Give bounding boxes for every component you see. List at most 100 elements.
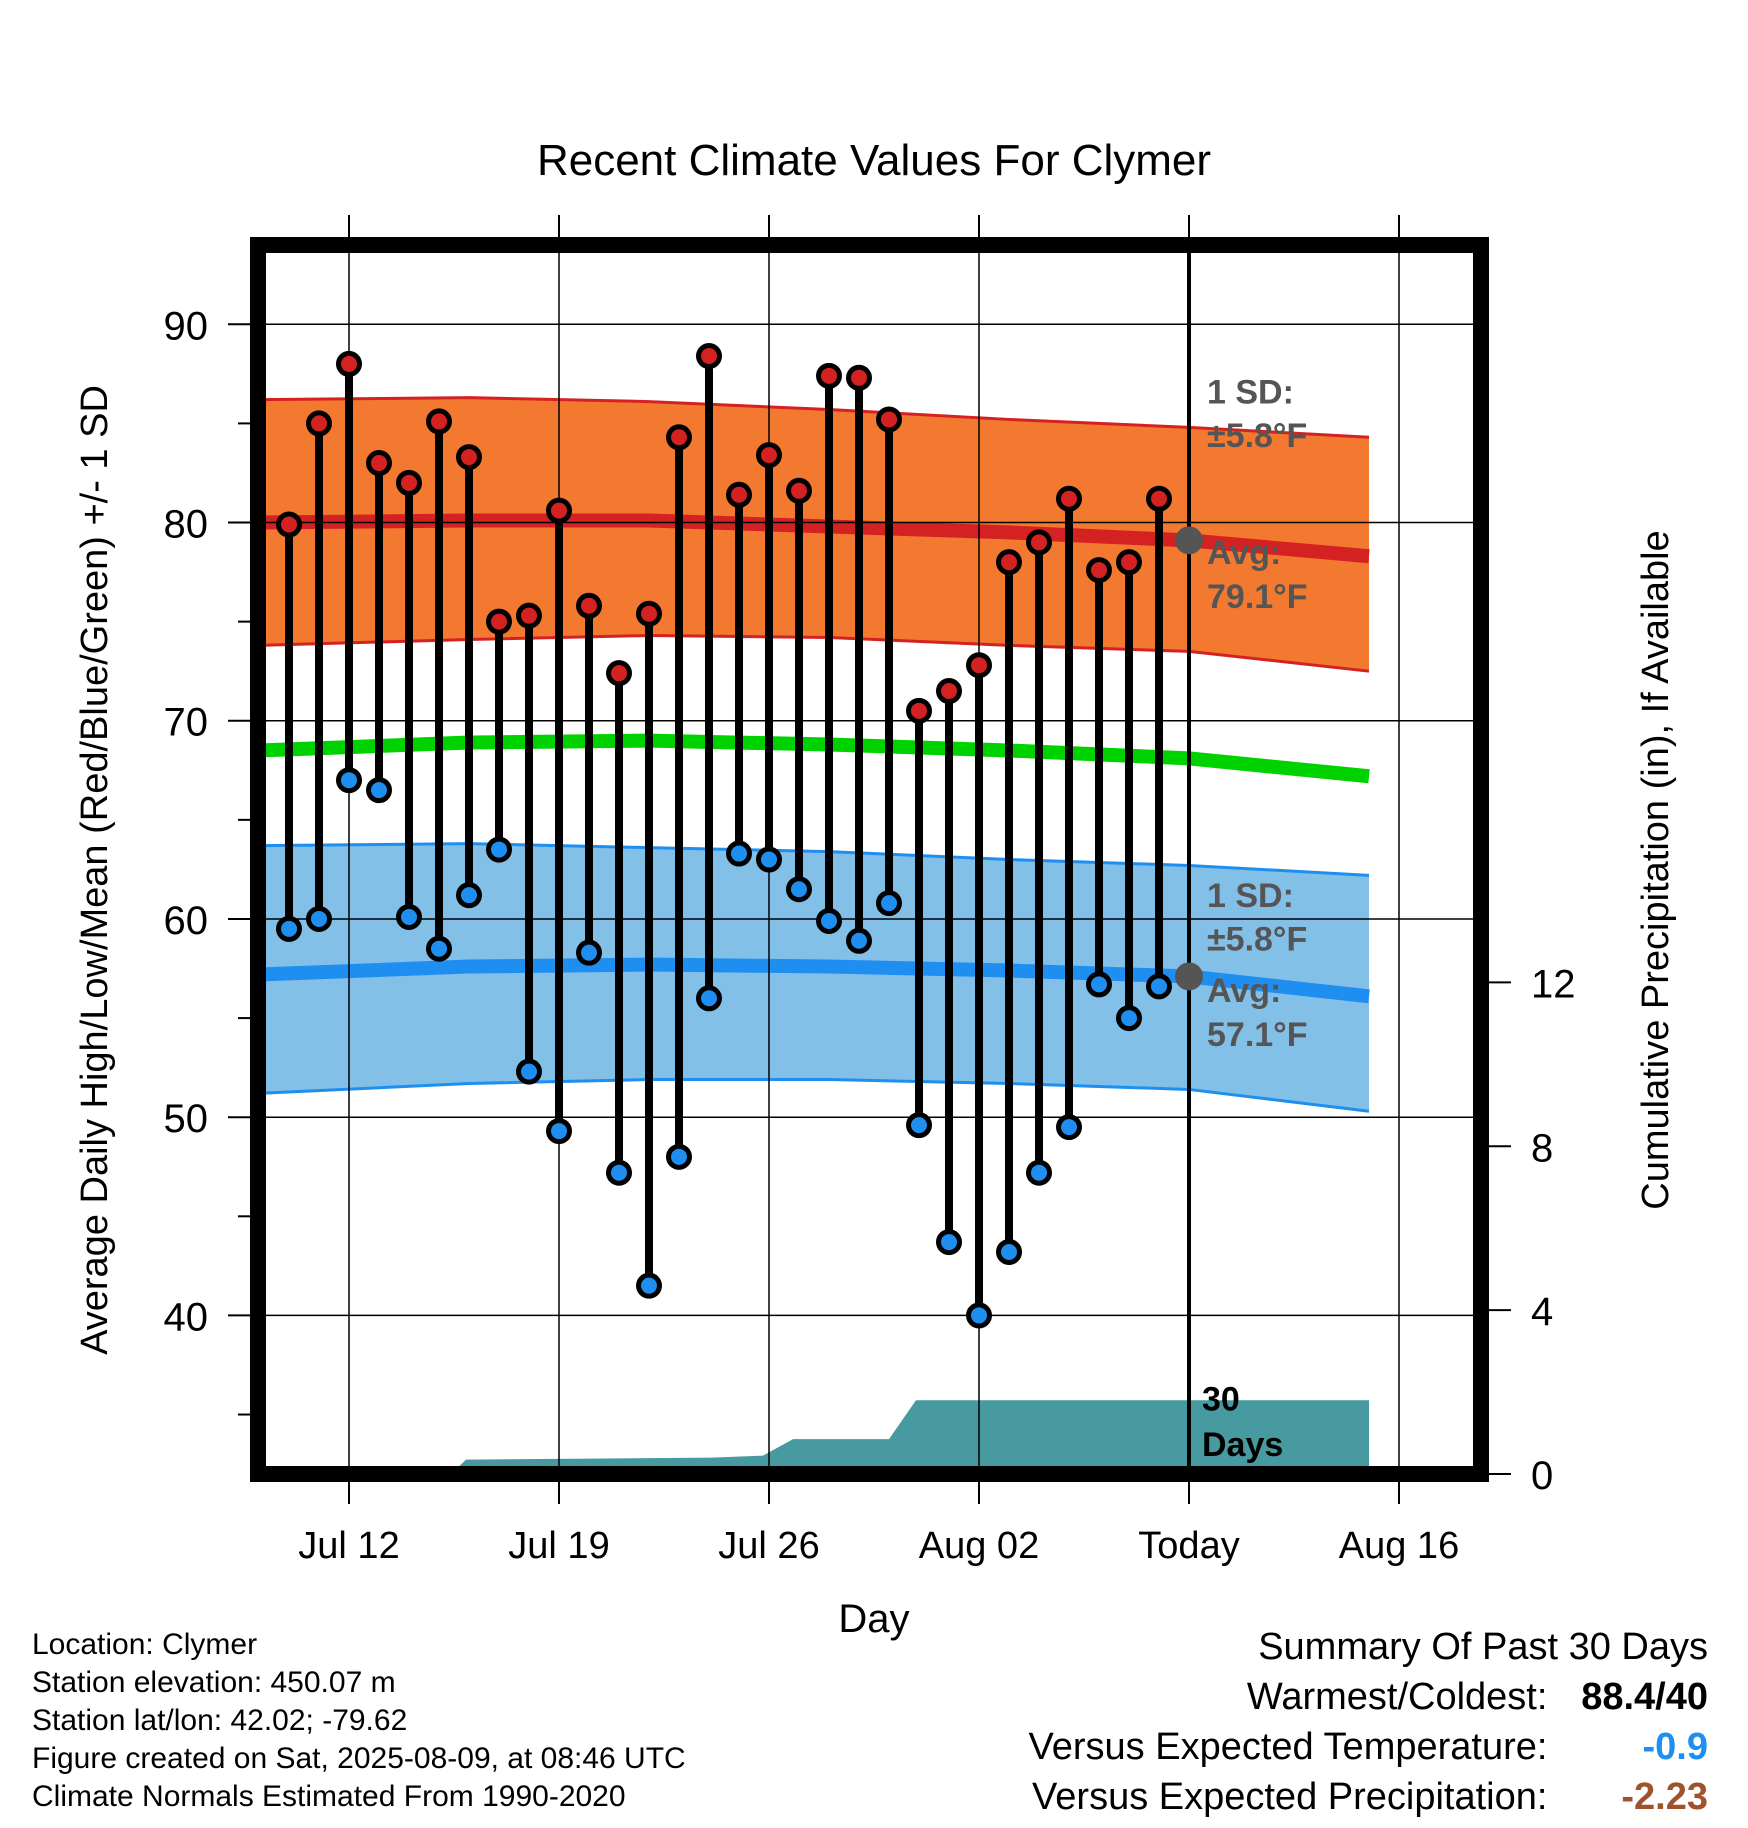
precip-label: Versus Expected Precipitation: — [1032, 1776, 1548, 1818]
observed-low-point — [1086, 971, 1112, 998]
observed-low-point — [546, 1118, 572, 1145]
y2-axis-label: Cumulative Precipitation (in), If Availa… — [1635, 530, 1677, 1209]
warmest-value: 88.4/40 — [1581, 1676, 1708, 1718]
observed-high-point — [516, 602, 542, 629]
observed-low-point — [996, 1238, 1022, 1265]
latlon-text: Station lat/lon: 42.02; -79.62 — [32, 1704, 408, 1737]
observed-high-point — [396, 469, 422, 496]
plot-frame — [250, 237, 1489, 1482]
y2-tick-label: 12 — [1531, 962, 1576, 1006]
x-tick-label: Jul 12 — [298, 1525, 399, 1567]
x-tick-label: Jul 26 — [718, 1525, 819, 1567]
high-sd-value: ±5.8°F — [1207, 417, 1307, 455]
y2-tick-label: 8 — [1531, 1126, 1553, 1170]
observed-high-point — [1146, 485, 1172, 512]
today-avg-low-marker — [1175, 962, 1203, 991]
observed-high-point — [306, 410, 332, 437]
observed-low-point — [786, 876, 812, 903]
observed-low-point — [756, 846, 782, 873]
y-axis-label: Average Daily High/Low/Mean (Red/Blue/Gr… — [74, 385, 116, 1355]
today-avg-high-marker — [1175, 526, 1203, 555]
low-sd-band — [259, 843, 1369, 1112]
observed-high-point — [276, 511, 302, 538]
chart-title: Recent Climate Values For Clymer — [537, 136, 1211, 185]
observed-low-point — [366, 777, 392, 804]
observed-high-point — [966, 652, 992, 679]
observed-high-point — [546, 497, 572, 524]
observed-high-point — [666, 424, 692, 451]
observed-low-point — [306, 905, 332, 932]
observed-high-point — [816, 362, 842, 389]
elevation-text: Station elevation: 450.07 m — [32, 1666, 396, 1699]
high-avg-value: 79.1°F — [1207, 578, 1308, 616]
observed-high-point — [846, 364, 872, 391]
observed-high-point — [726, 481, 752, 508]
observed-high-point — [1026, 529, 1052, 556]
plot-area: 1 SD: ±5.8°F Avg: 79.1°F 1 SD: ±5.8°F Avg: 57.1… — [164, 215, 1576, 1567]
observed-high-point — [366, 450, 392, 477]
observed-low-point — [516, 1058, 542, 1085]
observed-high-point — [996, 549, 1022, 576]
high-sd-label: 1 SD: — [1207, 374, 1294, 412]
location-text: Location: Clymer — [32, 1628, 258, 1661]
observed-low-point — [1146, 973, 1172, 1000]
observed-high-point — [636, 600, 662, 627]
temp-value: -0.9 — [1642, 1726, 1708, 1768]
summary-panel: Summary Of Past 30 Days Warmest/Coldest:… — [1029, 1622, 1708, 1822]
y-tick-label: 80 — [164, 503, 209, 547]
observed-high-point — [1116, 549, 1142, 576]
observed-low-point — [696, 985, 722, 1012]
observed-low-point — [876, 890, 902, 917]
y-tick-label: 90 — [164, 304, 209, 348]
observed-high-point — [486, 608, 512, 635]
observed-low-point — [816, 907, 842, 934]
observed-low-point — [1056, 1114, 1082, 1141]
observed-high-point — [906, 697, 932, 724]
low-sd-label: 1 SD: — [1207, 877, 1294, 915]
high-avg-label: Avg: — [1207, 534, 1281, 572]
normals-text: Climate Normals Estimated From 1990-2020 — [32, 1780, 626, 1813]
y-tick-label: 70 — [164, 701, 209, 745]
observed-high-point — [756, 442, 782, 469]
observed-low-point — [336, 767, 362, 794]
x-tick-label: Aug 16 — [1339, 1525, 1459, 1567]
high-sd-band — [259, 397, 1369, 672]
observed-low-point — [936, 1229, 962, 1256]
days-label-text: Days — [1202, 1426, 1283, 1464]
y-tick-label: 40 — [164, 1295, 209, 1339]
observed-low-point — [906, 1112, 932, 1139]
observed-low-point — [576, 939, 602, 966]
observed-high-point — [336, 350, 362, 377]
warmest-row: Warmest/Coldest: 88.4/40 — [1029, 1672, 1708, 1722]
observed-low-point — [726, 840, 752, 867]
plot-content — [258, 245, 1481, 1474]
observed-low-point — [486, 836, 512, 863]
observed-low-point — [276, 915, 302, 942]
observed-high-point — [786, 477, 812, 504]
warmest-label: Warmest/Coldest: — [1246, 1676, 1548, 1718]
observed-low-point — [636, 1272, 662, 1299]
observed-low-point — [426, 935, 452, 962]
x-tick-label: Jul 19 — [508, 1525, 609, 1567]
x-tick-label: Today — [1138, 1525, 1239, 1567]
station-info: Location: Clymer Station elevation: 450.… — [32, 1626, 686, 1816]
observed-low-point — [966, 1302, 992, 1329]
low-sd-value: ±5.8°F — [1207, 921, 1307, 959]
observed-low-point — [1026, 1159, 1052, 1186]
observed-high-point — [456, 444, 482, 471]
low-avg-value: 57.1°F — [1207, 1016, 1308, 1054]
observed-high-point — [606, 660, 632, 687]
observed-low-point — [666, 1143, 692, 1170]
observed-low-point — [1116, 1005, 1142, 1032]
low-avg-label: Avg: — [1207, 972, 1281, 1010]
days-label-number: 30 — [1202, 1381, 1240, 1419]
observed-low-point — [456, 882, 482, 909]
y-tick-label: 60 — [164, 899, 209, 943]
avg-mean-line — [258, 733, 1370, 784]
summary-title: Summary Of Past 30 Days — [1258, 1626, 1708, 1668]
observed-high-point — [1086, 557, 1112, 584]
observed-high-point — [936, 678, 962, 705]
x-axis-label: Day — [838, 1597, 909, 1641]
precip-area — [259, 1400, 1369, 1474]
